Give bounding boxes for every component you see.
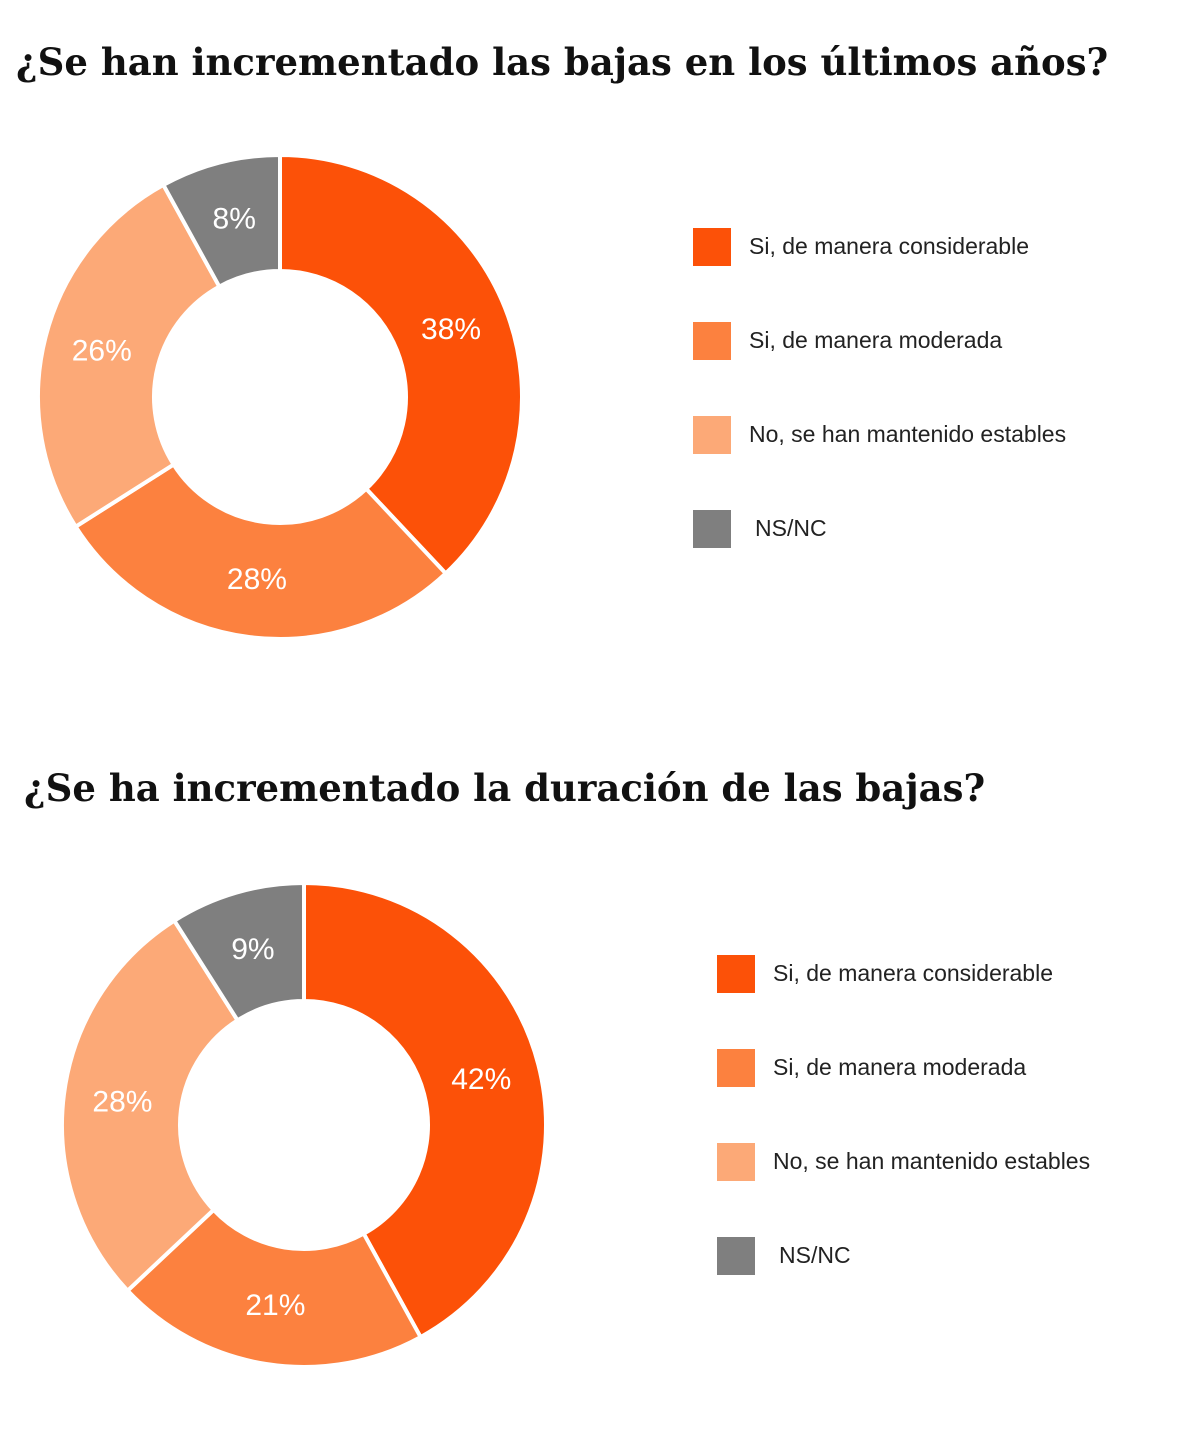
legend-label: NS/NC: [755, 515, 827, 541]
legend-swatch: [717, 1237, 755, 1275]
donut-slice: [278, 152, 524, 577]
legend-item: NS/NC: [717, 1237, 1197, 1275]
legend-label: Si, de manera moderada: [773, 1054, 1027, 1080]
donut-slice: [302, 880, 548, 1340]
legend-swatch: [693, 322, 731, 360]
legend-label: Si, de manera moderada: [749, 327, 1003, 353]
slice-value-label: 21%: [245, 1289, 305, 1322]
donut-slice: [160, 152, 282, 290]
slice-value-label: 38%: [421, 313, 481, 346]
legend-item: No, se han mantenido estables: [717, 1143, 1197, 1181]
legend-label: Si, de manera considerable: [749, 233, 1029, 259]
chart-bajas-incremento: ¿Se han incrementado las bajas en los úl…: [0, 0, 1200, 700]
legend-swatch: [693, 416, 731, 454]
legend-swatch: [693, 228, 731, 266]
slice-value-label: 28%: [227, 563, 287, 596]
chart-title: ¿Se han incrementado las bajas en los úl…: [16, 40, 1109, 84]
legend-label: No, se han mantenido estables: [749, 421, 1067, 447]
legend-item: Si, de manera considerable: [693, 228, 1173, 266]
legend-label: NS/NC: [779, 1242, 851, 1268]
legend-item: NS/NC: [693, 510, 1173, 548]
legend-swatch: [717, 955, 755, 993]
legend-label: Si, de manera considerable: [773, 960, 1053, 986]
legend-item: Si, de manera moderada: [717, 1049, 1197, 1087]
slice-value-label: 28%: [92, 1086, 152, 1119]
donut-chart: 38% 28% 26% 8%: [36, 152, 524, 641]
donut-chart: 42% 21% 28% 9%: [60, 880, 548, 1369]
legend-swatch: [717, 1143, 755, 1181]
legend-label: No, se han mantenido estables: [773, 1148, 1091, 1174]
donut-slice: [60, 917, 241, 1294]
chart-title: ¿Se ha incrementado la duración de las b…: [24, 766, 986, 810]
donut-slice: [171, 880, 306, 1024]
slice-value-label: 26%: [72, 335, 132, 368]
donut-slice: [124, 1207, 424, 1369]
legend-swatch: [717, 1049, 755, 1087]
legend-swatch: [693, 510, 731, 548]
donut-slice: [72, 461, 449, 641]
slice-value-label: 42%: [451, 1063, 511, 1096]
slice-value-label: 8%: [213, 202, 256, 235]
donut-slice: [36, 182, 223, 530]
chart-duracion-bajas: ¿Se ha incrementado la duración de las b…: [0, 730, 1200, 1436]
legend-item: Si, de manera considerable: [717, 955, 1197, 993]
slice-value-label: 9%: [231, 933, 274, 966]
legend-item: No, se han mantenido estables: [693, 416, 1173, 454]
legend-item: Si, de manera moderada: [693, 322, 1173, 360]
